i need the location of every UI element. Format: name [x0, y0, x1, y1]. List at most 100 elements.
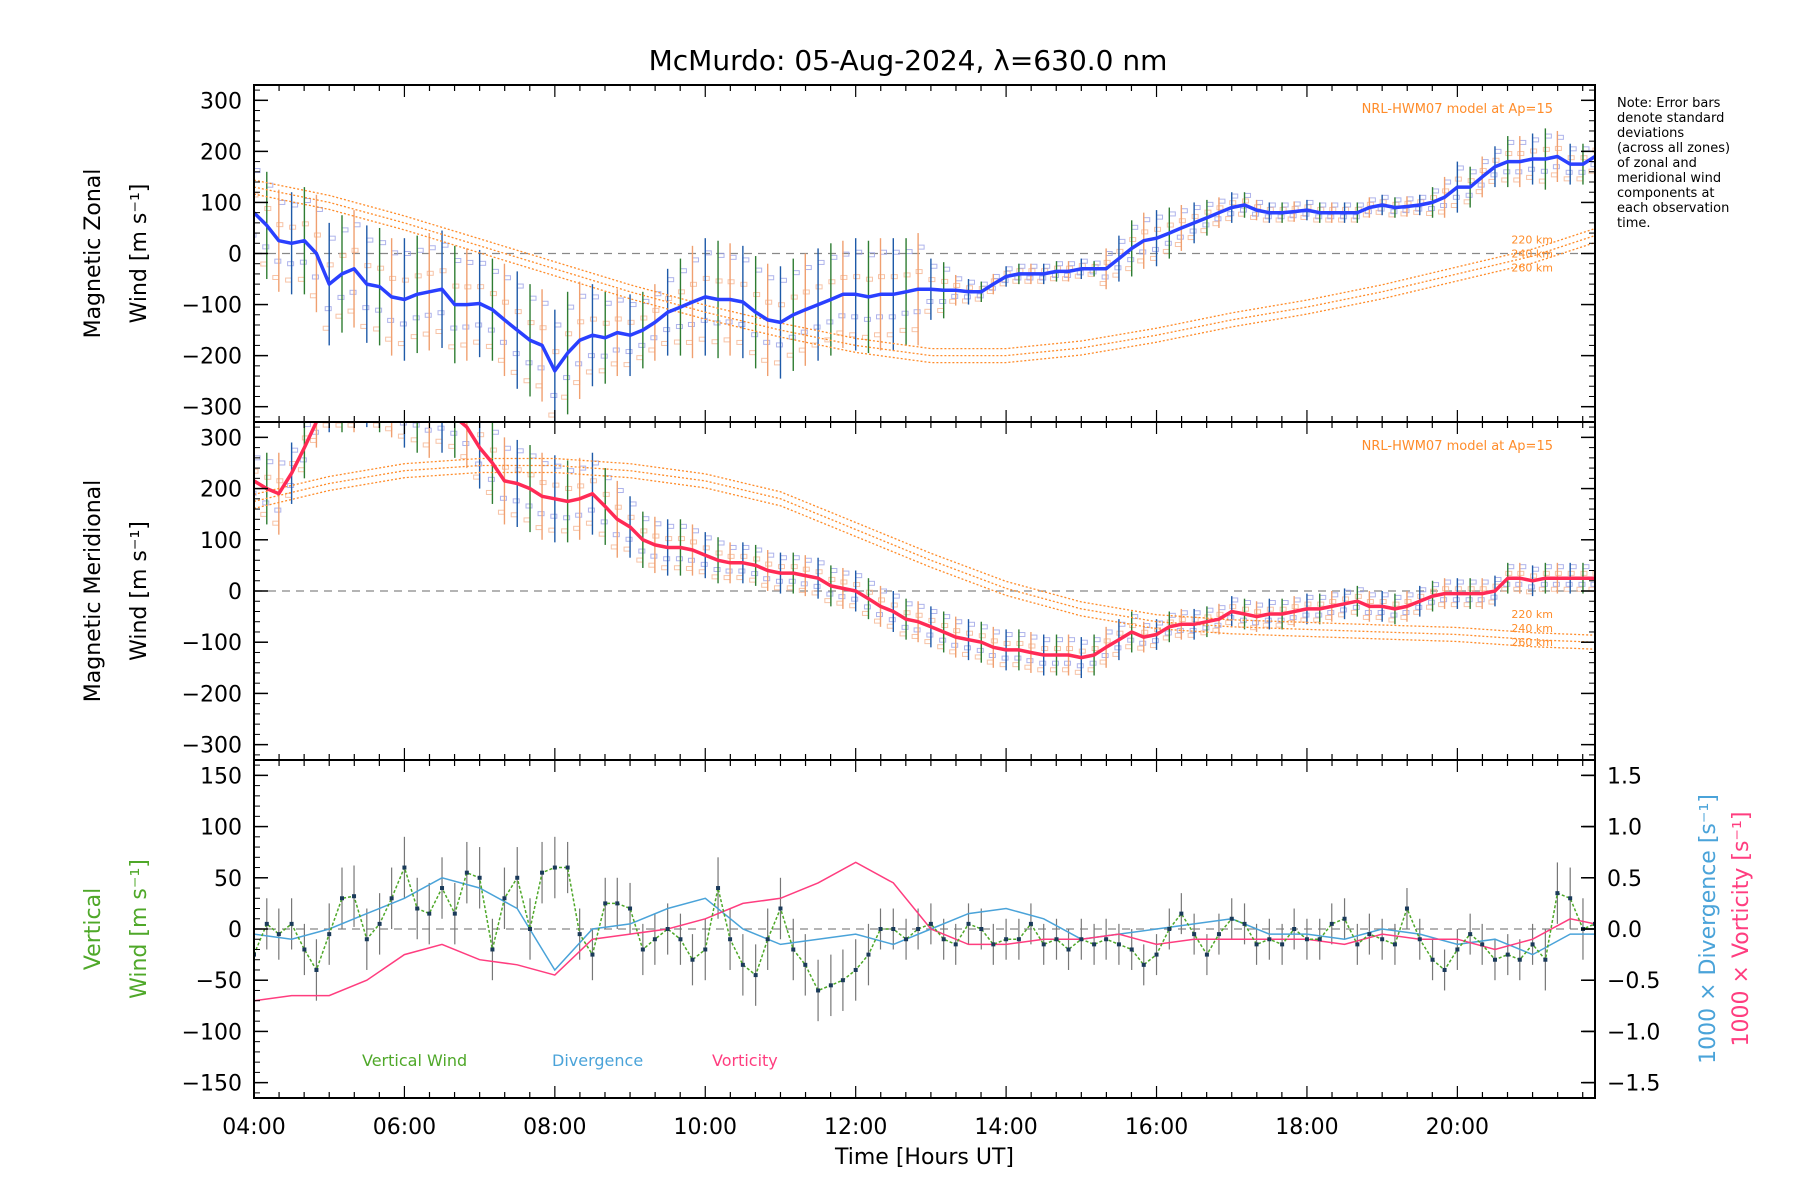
zone-marker — [790, 294, 798, 300]
error-bar-note: Note: Error bars denote standard deviati… — [1617, 96, 1731, 231]
zone-marker — [1331, 592, 1339, 598]
zone-marker — [840, 274, 848, 280]
zone-marker — [1202, 625, 1210, 631]
zone-marker — [1406, 196, 1414, 202]
zone-marker — [289, 224, 297, 230]
zone-marker — [627, 319, 635, 325]
vertical-wind-point — [753, 973, 758, 978]
zone-marker — [563, 515, 571, 521]
zone-marker — [1026, 275, 1034, 281]
zone-marker — [1479, 167, 1487, 173]
zone-marker — [901, 624, 909, 630]
zone-marker — [1099, 281, 1107, 287]
zone-marker — [1016, 268, 1024, 274]
zone-marker — [1189, 627, 1197, 633]
zone-marker — [352, 397, 358, 401]
plot-area-meridional — [254, 380, 1595, 679]
altitude-label: 240 km — [1511, 622, 1553, 635]
zone-marker — [711, 339, 719, 345]
zone-marker — [1204, 209, 1212, 215]
zone-marker — [1569, 146, 1577, 152]
vertical-wind-point — [1204, 952, 1209, 957]
zone-marker — [1005, 266, 1013, 272]
zone-marker — [1154, 627, 1162, 633]
zone-marker — [378, 397, 384, 401]
zone-marker — [1164, 630, 1172, 636]
zone-marker — [828, 576, 836, 582]
zone-marker — [1074, 669, 1082, 675]
zone-marker — [1544, 564, 1552, 570]
zone-marker — [749, 350, 757, 356]
y-axis-label-line1: Magnetic Meridional — [81, 480, 106, 702]
zone-marker — [523, 378, 531, 384]
zone-marker — [1494, 148, 1502, 154]
zone-marker — [999, 662, 1007, 668]
zone-marker — [1432, 188, 1440, 194]
zone-marker — [1300, 617, 1308, 623]
zone-marker — [591, 294, 599, 300]
zone-marker — [792, 270, 800, 276]
zone-marker — [287, 261, 295, 267]
vertical-wind-point — [276, 932, 281, 937]
zone-marker — [1517, 570, 1525, 576]
zone-marker — [1467, 586, 1475, 592]
zone-marker — [777, 302, 785, 308]
zone-marker — [316, 401, 322, 405]
zone-marker — [1016, 640, 1024, 646]
zone-marker — [1191, 213, 1199, 219]
zone-marker — [702, 545, 710, 551]
zone-marker — [475, 322, 483, 328]
zone-marker — [1490, 172, 1498, 178]
zone-marker — [573, 525, 581, 531]
zone-marker — [765, 561, 773, 567]
vertical-wind-point — [1492, 957, 1497, 962]
zone-marker — [715, 278, 723, 284]
zone-marker — [1567, 155, 1575, 161]
zone-marker — [548, 412, 556, 418]
zone-marker — [512, 351, 520, 357]
vertical-wind-point — [1141, 962, 1146, 967]
zone-marker — [1454, 176, 1462, 182]
zone-marker — [1281, 202, 1289, 208]
zone-marker — [480, 415, 486, 419]
vertical-wind-point — [515, 875, 520, 880]
vertical-wind-point — [1392, 942, 1397, 947]
zone-marker — [1266, 606, 1274, 612]
vertical-wind-point — [389, 896, 394, 901]
zone-marker — [454, 258, 462, 264]
y-tick-label: −100 — [182, 1020, 242, 1045]
zone-marker — [623, 546, 631, 552]
zone-marker — [890, 602, 898, 608]
zone-marker — [1212, 221, 1220, 227]
zone-marker — [1317, 601, 1325, 607]
zone-marker — [742, 257, 750, 263]
zone-marker — [499, 339, 507, 345]
vertical-wind-point — [302, 947, 307, 952]
zone-marker — [448, 443, 456, 449]
zone-marker — [410, 334, 418, 340]
zone-marker — [1356, 202, 1364, 208]
zone-marker — [1532, 566, 1540, 572]
zone-marker — [1105, 629, 1113, 635]
zone-marker — [354, 385, 360, 389]
zone-marker — [512, 498, 520, 504]
zone-marker — [992, 273, 1000, 279]
zone-marker — [1452, 597, 1460, 603]
zone-marker — [765, 299, 773, 305]
zone-marker — [1238, 211, 1246, 217]
zone-marker — [1426, 210, 1434, 216]
zone-marker — [1137, 645, 1145, 651]
zone-marker — [1419, 194, 1427, 200]
zone-marker — [367, 380, 373, 384]
zone-marker — [598, 368, 606, 374]
y-tick-label: 100 — [200, 816, 242, 841]
zone-marker — [529, 453, 537, 459]
zone-marker — [1062, 667, 1070, 673]
zone-marker — [763, 576, 771, 582]
zone-marker — [1379, 199, 1387, 205]
zone-marker — [661, 565, 669, 571]
zone-marker — [598, 531, 606, 537]
zone-marker — [479, 260, 487, 266]
zone-marker — [636, 355, 644, 361]
y-tick-label: 300 — [200, 426, 242, 451]
